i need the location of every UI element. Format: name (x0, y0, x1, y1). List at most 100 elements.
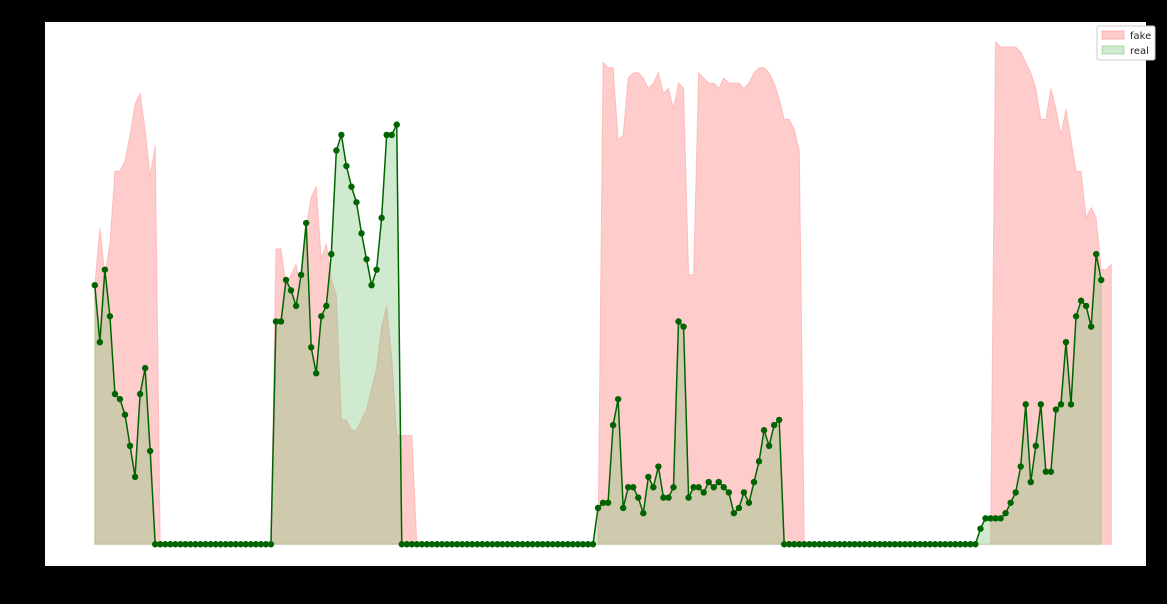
point-real (851, 541, 858, 548)
point-real (750, 478, 758, 486)
point-real (232, 541, 239, 548)
point-real (821, 541, 828, 548)
point-real (363, 256, 370, 263)
point-real (272, 318, 280, 325)
point-real (906, 541, 914, 548)
point-real (660, 494, 667, 501)
point-real (348, 183, 355, 190)
point-real (1067, 401, 1075, 408)
point-real (730, 509, 738, 517)
point-real (413, 541, 421, 548)
point-real (901, 541, 909, 548)
legend: fake real (1096, 25, 1156, 61)
point-real (222, 541, 229, 548)
point-real (1072, 313, 1080, 320)
point-real (947, 541, 954, 548)
point-real (307, 344, 315, 351)
point-real (670, 484, 677, 491)
point-real (957, 541, 964, 548)
point-real (1062, 338, 1070, 346)
point-real (554, 541, 561, 548)
point-real (760, 427, 768, 434)
point-real (881, 541, 889, 548)
point-real (207, 541, 214, 548)
point-real (942, 541, 949, 548)
point-real (297, 271, 305, 279)
point-real (755, 458, 763, 465)
point-real (831, 541, 838, 548)
point-real (735, 504, 743, 512)
point-real (977, 525, 984, 532)
point-real (619, 504, 627, 512)
point-real (368, 281, 375, 289)
point-real (640, 509, 647, 517)
point-real (700, 489, 707, 496)
point-real (896, 541, 904, 548)
point-real (433, 541, 441, 548)
point-real (1002, 509, 1009, 517)
point-real (126, 442, 134, 450)
point-real (398, 541, 405, 548)
point-real (680, 323, 687, 330)
point-real (811, 541, 818, 548)
point-real (841, 541, 848, 548)
point-real (579, 541, 587, 548)
point-real (710, 484, 717, 491)
point-real (574, 541, 582, 548)
point-real (1012, 489, 1019, 496)
point-real (116, 395, 124, 403)
point-real (786, 541, 793, 548)
point-real (524, 541, 531, 548)
point-real (333, 147, 340, 154)
point-real (866, 541, 873, 548)
point-real (1047, 468, 1055, 475)
point-real (1017, 463, 1024, 470)
point-real (1052, 406, 1060, 413)
point-real (252, 541, 260, 548)
point-real (373, 266, 380, 273)
point-real (539, 541, 546, 548)
point-real (599, 499, 607, 506)
point-real (876, 541, 884, 548)
point-real (861, 541, 868, 548)
point-real (564, 541, 572, 548)
point-real (816, 541, 823, 548)
point-real (277, 318, 285, 325)
point-real (463, 541, 471, 548)
point-real (846, 541, 853, 548)
point-real (141, 364, 149, 372)
point-real (262, 541, 270, 548)
point-real (1032, 442, 1039, 450)
point-real (690, 484, 697, 491)
point-real (499, 541, 506, 548)
point-real (720, 484, 728, 491)
point-real (323, 302, 330, 310)
point-real (448, 541, 456, 548)
point-real (695, 484, 702, 491)
point-real (982, 515, 989, 522)
point-real (675, 318, 682, 325)
point-real (509, 541, 516, 548)
point-real (1037, 401, 1045, 408)
point-real (801, 541, 808, 548)
point-real (197, 541, 204, 548)
point-real (393, 121, 400, 128)
point-real (192, 541, 199, 548)
point-real (665, 494, 672, 501)
point-real (650, 484, 657, 491)
point-real (745, 499, 753, 506)
point-real (871, 541, 878, 548)
point-real (705, 478, 712, 486)
point-real (423, 541, 431, 548)
point-real (489, 541, 496, 548)
point-real (630, 484, 637, 491)
point-real (987, 515, 994, 522)
point-real (182, 541, 189, 548)
point-real (458, 541, 466, 548)
point-real (101, 266, 109, 273)
point-real (282, 276, 290, 284)
point-real (292, 302, 300, 310)
point-real (267, 541, 275, 548)
legend-label-real: real (1130, 46, 1149, 57)
